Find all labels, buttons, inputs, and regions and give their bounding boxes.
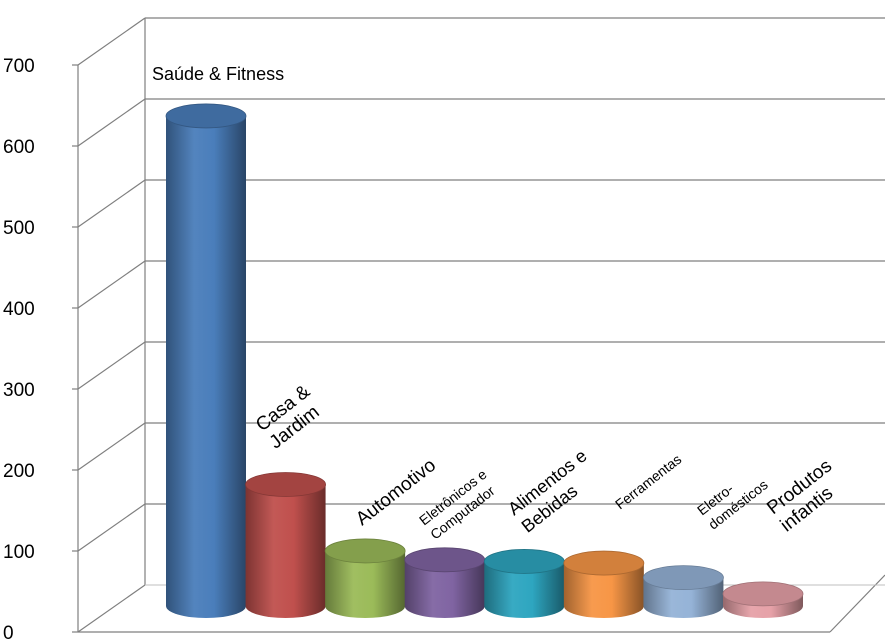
bar-body	[563, 563, 644, 618]
y-tick-label: 100	[3, 542, 35, 563]
gridline-diagonal	[77, 17, 146, 66]
bar-6	[643, 565, 724, 618]
gridline-diagonal	[77, 179, 146, 228]
bar-top	[324, 538, 406, 564]
category-label: Saúde & Fitness	[152, 64, 284, 84]
gridline-diagonal	[77, 584, 146, 633]
bar-3	[404, 547, 486, 618]
bar-body	[404, 559, 485, 618]
bar-body	[325, 550, 406, 618]
y-tick-label: 600	[3, 137, 35, 158]
category-label: Alimentos eBebidas	[504, 445, 604, 536]
bar-5	[563, 550, 645, 618]
bar-top	[404, 547, 486, 573]
y-tick-label: 0	[3, 623, 14, 642]
bar-1	[245, 472, 326, 618]
bar-top	[722, 581, 804, 607]
bar-body	[166, 115, 246, 618]
y-axis: 0 100 200 300 400 500 600 700	[3, 56, 79, 642]
category-label: Casa &Jardim	[252, 381, 328, 453]
bar-2	[324, 538, 406, 618]
y-tick-label: 200	[3, 461, 35, 482]
bar-4	[483, 549, 565, 618]
category-label: Produtosinfantis	[763, 456, 849, 537]
category-label: Eletro-domésticos	[694, 462, 771, 532]
gridline-diagonal	[77, 422, 146, 471]
gridline-diagonal	[77, 503, 146, 552]
category-label: Ferramentas	[612, 451, 684, 512]
bar-top	[643, 565, 724, 591]
gridline-diagonal	[77, 98, 146, 147]
bar-top	[563, 550, 645, 576]
bar-top	[245, 472, 326, 497]
gridline-diagonal	[77, 341, 146, 390]
bars	[165, 103, 804, 618]
bar-0	[165, 103, 247, 618]
bar-top	[483, 549, 565, 574]
y-tick-label: 400	[3, 299, 35, 320]
bar-body	[484, 561, 565, 618]
y-tick-label: 700	[3, 56, 35, 77]
y-tick-label: 500	[3, 218, 35, 239]
y-tick-label: 300	[3, 380, 35, 401]
floor-right-edge	[829, 574, 885, 633]
gridline-diagonal	[77, 260, 146, 309]
bar-body	[245, 484, 326, 618]
bar-7	[722, 581, 804, 618]
bar-top	[165, 103, 247, 129]
